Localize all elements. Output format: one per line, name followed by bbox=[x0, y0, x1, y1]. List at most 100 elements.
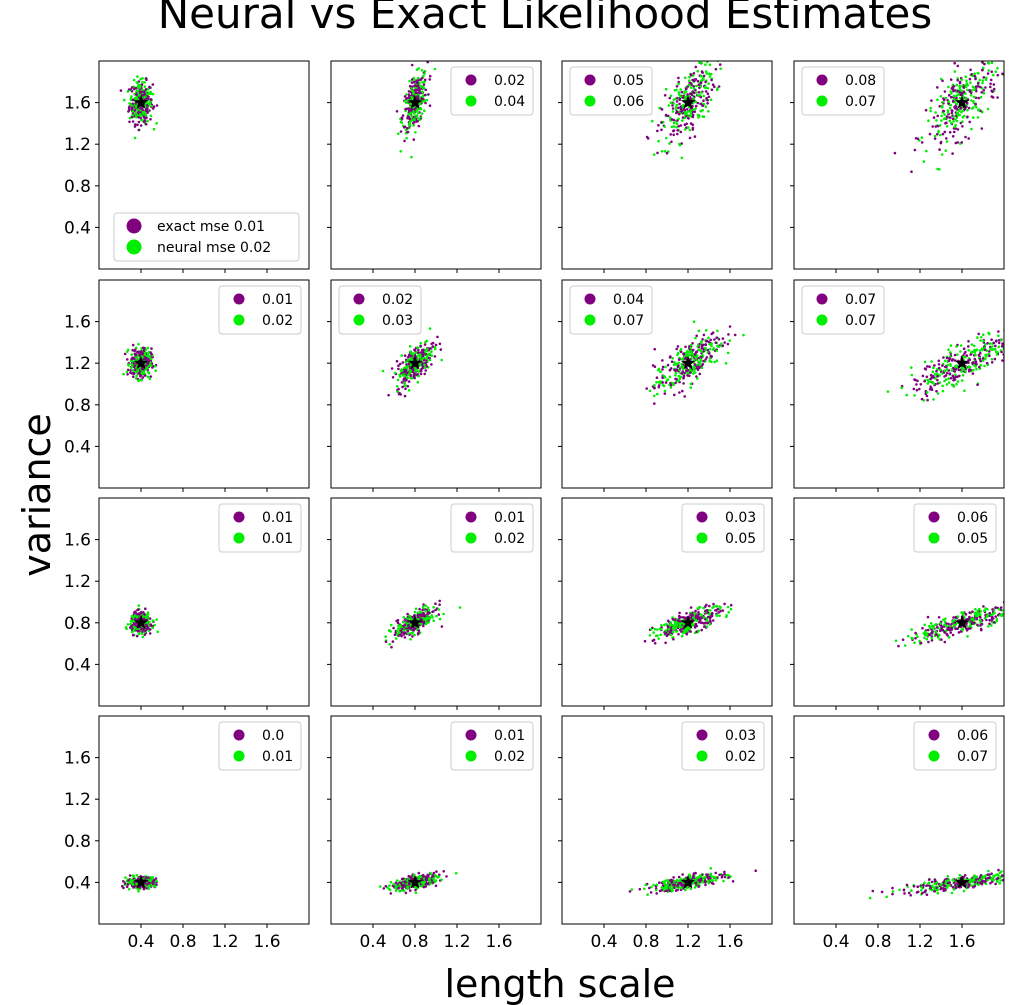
exact-estimate-point bbox=[129, 371, 132, 375]
exact-estimate-point bbox=[148, 85, 151, 89]
exact-estimate-point bbox=[919, 383, 923, 386]
neural-estimate-point bbox=[894, 639, 898, 643]
legend-neural-label: 0.01 bbox=[262, 749, 293, 765]
true-value-star bbox=[133, 355, 149, 370]
exact-estimate-point bbox=[400, 116, 404, 119]
exact-estimate-point bbox=[152, 105, 156, 108]
exact-estimate-point bbox=[681, 370, 684, 373]
neural-estimate-point bbox=[961, 116, 965, 119]
exact-estimate-point bbox=[135, 93, 138, 96]
exact-estimate-point bbox=[721, 337, 725, 340]
neural-estimate-point bbox=[412, 118, 416, 122]
exact-estimate-point bbox=[421, 348, 424, 352]
exact-estimate-point bbox=[397, 364, 400, 368]
neural-estimate-point bbox=[665, 379, 669, 382]
true-value-star bbox=[680, 615, 696, 629]
exact-estimate-point bbox=[139, 124, 143, 127]
neural-estimate-point bbox=[695, 84, 698, 88]
neural-estimate-point bbox=[696, 377, 699, 380]
legend-exact-marker bbox=[233, 729, 245, 741]
exact-estimate-point bbox=[698, 57, 701, 60]
neural-estimate-point bbox=[699, 74, 702, 78]
neural-estimate-point bbox=[944, 617, 947, 621]
exact-estimate-point bbox=[136, 629, 140, 633]
exact-estimate-point bbox=[971, 372, 975, 375]
scatter-points bbox=[893, 61, 1004, 173]
exact-estimate-point bbox=[139, 352, 143, 355]
exact-estimate-point bbox=[660, 108, 664, 111]
neural-estimate-point bbox=[970, 99, 973, 102]
exact-estimate-point bbox=[696, 368, 700, 372]
neural-estimate-point bbox=[387, 629, 391, 632]
exact-estimate-point bbox=[928, 388, 932, 391]
neural-estimate-point bbox=[970, 127, 973, 131]
true-value-star bbox=[954, 95, 970, 109]
exact-estimate-point bbox=[670, 140, 673, 144]
exact-estimate-point bbox=[940, 638, 943, 641]
exact-estimate-point bbox=[947, 359, 951, 363]
neural-estimate-point bbox=[399, 624, 403, 627]
neural-estimate-point bbox=[133, 626, 137, 630]
exact-estimate-point bbox=[951, 117, 955, 121]
neural-estimate-point bbox=[408, 614, 411, 618]
y-tick-label: 0.8 bbox=[64, 614, 91, 634]
neural-estimate-point bbox=[128, 116, 132, 120]
exact-estimate-point bbox=[676, 129, 679, 132]
exact-estimate-point bbox=[126, 358, 129, 361]
exact-estimate-point bbox=[924, 108, 928, 112]
exact-estimate-point bbox=[702, 74, 706, 78]
neural-estimate-point bbox=[680, 625, 684, 629]
neural-estimate-point bbox=[398, 375, 402, 378]
exact-estimate-point bbox=[960, 141, 964, 144]
exact-estimate-point bbox=[953, 370, 956, 373]
neural-estimate-point bbox=[409, 618, 413, 621]
legend-exact-label: 0.01 bbox=[262, 292, 293, 308]
neural-estimate-point bbox=[726, 351, 730, 355]
neural-estimate-point bbox=[970, 618, 974, 621]
exact-estimate-point bbox=[691, 90, 695, 93]
legend: 0.020.03 bbox=[338, 285, 422, 335]
neural-estimate-point bbox=[423, 72, 426, 75]
exact-estimate-point bbox=[677, 358, 681, 361]
exact-estimate-point bbox=[145, 104, 149, 107]
neural-estimate-point bbox=[950, 383, 954, 387]
exact-estimate-point bbox=[940, 626, 943, 629]
neural-estimate-point bbox=[418, 874, 422, 878]
exact-estimate-point bbox=[944, 365, 948, 369]
exact-estimate-point bbox=[994, 606, 997, 609]
neural-estimate-point bbox=[972, 106, 975, 109]
neural-estimate-point bbox=[424, 348, 428, 352]
neural-estimate-point bbox=[985, 76, 988, 80]
exact-estimate-point bbox=[651, 364, 655, 367]
exact-estimate-point bbox=[433, 355, 437, 358]
neural-estimate-point bbox=[742, 333, 745, 337]
exact-estimate-point bbox=[937, 366, 941, 370]
exact-estimate-point bbox=[136, 877, 140, 881]
exact-estimate-point bbox=[395, 359, 399, 363]
neural-estimate-point bbox=[704, 70, 708, 73]
neural-estimate-point bbox=[913, 641, 916, 645]
exact-estimate-point bbox=[391, 376, 395, 379]
neural-estimate-point bbox=[416, 611, 420, 615]
neural-estimate-point bbox=[681, 365, 685, 369]
neural-estimate-point bbox=[689, 110, 693, 114]
exact-estimate-point bbox=[428, 74, 432, 78]
neural-estimate-point bbox=[984, 353, 988, 357]
exact-estimate-point bbox=[952, 616, 955, 619]
neural-estimate-point bbox=[689, 346, 692, 350]
neural-estimate-point bbox=[651, 119, 654, 123]
neural-estimate-point bbox=[686, 350, 689, 354]
neural-estimate-point bbox=[979, 610, 983, 613]
neural-estimate-point bbox=[418, 362, 422, 366]
neural-estimate-point bbox=[661, 384, 665, 387]
exact-estimate-point bbox=[384, 640, 388, 644]
neural-estimate-point bbox=[409, 623, 412, 627]
exact-estimate-point bbox=[403, 354, 407, 358]
neural-estimate-point bbox=[133, 136, 137, 140]
exact-estimate-point bbox=[697, 611, 700, 614]
legend-exact-marker bbox=[126, 218, 142, 234]
exact-estimate-point bbox=[676, 345, 680, 348]
exact-estimate-point bbox=[928, 365, 931, 369]
exact-estimate-point bbox=[403, 95, 407, 98]
neural-estimate-point bbox=[715, 613, 719, 617]
